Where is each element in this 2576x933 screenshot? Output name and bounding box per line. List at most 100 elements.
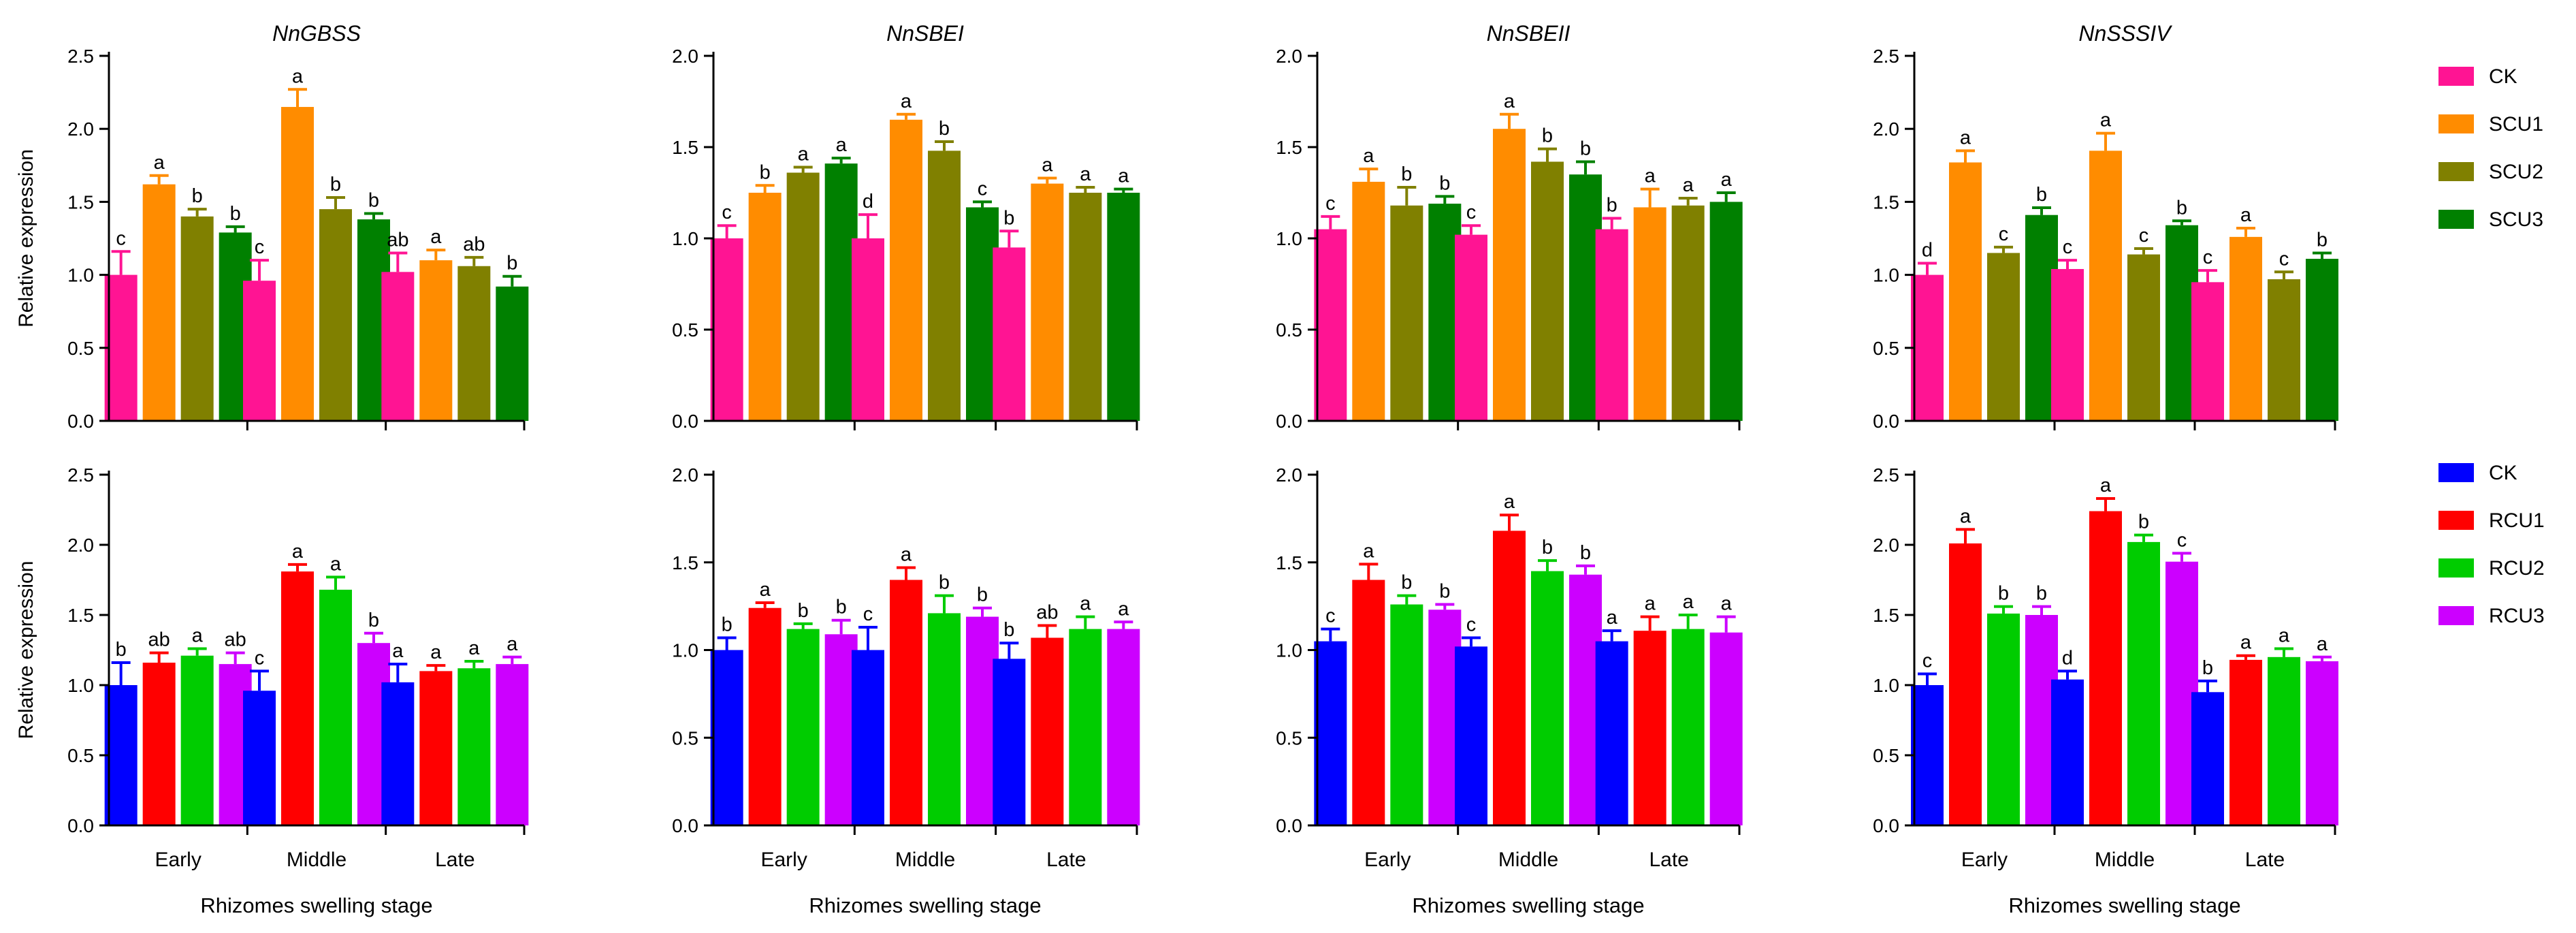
- y-tick-label: 1.5: [672, 137, 698, 158]
- x-tick-label: Middle: [1498, 849, 1558, 871]
- bar-rcu1-1: [281, 571, 314, 825]
- bar-scu2-2: [457, 266, 491, 421]
- x-tick-label: Early: [155, 849, 201, 871]
- y-tick-label: 2.0: [67, 535, 94, 556]
- significance-label: b: [1401, 163, 1412, 185]
- legend-label-scu3: SCU3: [2489, 208, 2543, 231]
- bar-scu2-0: [1390, 205, 1423, 421]
- bar-scu1-2: [1031, 183, 1064, 421]
- significance-label: ab: [148, 629, 170, 651]
- bar-rcu2-1: [319, 589, 352, 825]
- x-tick-label: Early: [1961, 849, 2008, 871]
- bar-rcu2-0: [1987, 613, 2020, 825]
- bar-ck-1: [243, 691, 276, 825]
- y-tick-label: 1.0: [672, 228, 698, 249]
- bar-scu2-1: [319, 209, 352, 421]
- significance-label: c: [1466, 202, 1477, 223]
- significance-label: a: [292, 541, 304, 563]
- legend-top: CK SCU1 SCU2 SCU3: [2438, 65, 2543, 231]
- legend-label-scu1: SCU1: [2489, 113, 2543, 136]
- significance-label: b: [2036, 184, 2047, 206]
- y-tick-label: 2.5: [1873, 464, 1899, 486]
- bar-ck-2: [1595, 641, 1628, 825]
- bar-scu2-1: [928, 151, 961, 422]
- bar-ck-0: [1911, 685, 1944, 825]
- bar-rcu3-2: [2306, 661, 2338, 825]
- y-tick-label: 1.5: [1873, 605, 1899, 626]
- bar-rcu1-1: [890, 580, 922, 825]
- significance-label: c: [2279, 248, 2289, 270]
- significance-label: a: [1721, 593, 1733, 615]
- x-tick-label: Late: [1046, 849, 1086, 871]
- y-tick-label: 1.5: [1873, 191, 1899, 212]
- y-tick-label: 2.0: [67, 118, 94, 140]
- significance-label: b: [939, 572, 950, 594]
- significance-label: b: [760, 161, 771, 183]
- legend-label-rcu2: RCU2: [2489, 557, 2545, 580]
- bar-scu2-2: [1069, 193, 1102, 421]
- significance-label: a: [901, 543, 912, 565]
- bar-ck-1: [1455, 646, 1487, 825]
- y-tick-label: 2.0: [1276, 464, 1302, 486]
- bar-scu1-1: [890, 119, 922, 422]
- y-tick-label: 1.5: [1276, 137, 1302, 158]
- chart-title: NnSBEI: [886, 21, 964, 46]
- bar-scu3-2: [1107, 193, 1140, 421]
- y-tick-label: 2.0: [1276, 46, 1302, 67]
- significance-label: a: [1960, 127, 1971, 148]
- significance-label: b: [1580, 542, 1591, 564]
- x-tick-label: Late: [2245, 849, 2285, 871]
- significance-label: b: [192, 185, 203, 207]
- y-tick-label: 1.0: [67, 265, 94, 286]
- bar-scu2-0: [1987, 253, 2020, 421]
- x-tick-label: Early: [760, 849, 807, 871]
- chart-panel-6: c a b b Early c a b b Middle a a a a Late 0.0 0.5 1.0 1.5 2…: [1276, 464, 1743, 917]
- y-tick-label: 0.5: [1873, 745, 1899, 766]
- x-tick-label: Late: [1649, 849, 1688, 871]
- y-tick-label: 2.5: [1873, 46, 1899, 67]
- significance-label: c: [863, 603, 873, 625]
- significance-label: c: [255, 236, 265, 258]
- bar-rcu2-2: [457, 668, 491, 825]
- y-tick-label: 0.5: [672, 727, 698, 748]
- bar-rcu1-0: [748, 607, 782, 825]
- significance-label: c: [1325, 193, 1336, 215]
- bar-ck-1: [2051, 269, 2084, 421]
- y-tick-label: 0.5: [1276, 319, 1302, 341]
- significance-label: a: [2240, 204, 2252, 226]
- bar-ck-1: [852, 238, 884, 421]
- significance-label: c: [1999, 223, 2009, 245]
- significance-label: b: [1439, 172, 1450, 194]
- significance-label: b: [2138, 511, 2149, 533]
- bar-scu1-1: [1493, 129, 1526, 421]
- legend-label-rcu1: RCU1: [2489, 509, 2545, 532]
- y-tick-label: 0.5: [1873, 338, 1899, 359]
- significance-label: d: [863, 191, 873, 212]
- bar-ck-0: [710, 238, 743, 421]
- y-tick-label: 1.0: [1873, 675, 1899, 696]
- significance-label: c: [116, 227, 126, 249]
- bar-rcu3-2: [496, 664, 529, 825]
- bar-scu2-1: [2127, 254, 2160, 421]
- bar-rcu1-2: [2229, 659, 2262, 825]
- y-tick-label: 0.5: [67, 745, 94, 766]
- significance-label: a: [192, 624, 204, 646]
- significance-label: a: [430, 226, 442, 248]
- y-tick-label: 0.0: [1873, 411, 1899, 432]
- bar-rcu2-0: [1390, 604, 1423, 825]
- significance-label: b: [2176, 197, 2187, 219]
- significance-label: b: [1580, 138, 1591, 159]
- y-tick-label: 0.0: [1276, 815, 1302, 836]
- significance-label: b: [836, 597, 847, 618]
- significance-label: b: [330, 174, 341, 195]
- bar-scu1-2: [1633, 207, 1667, 421]
- significance-label: a: [1721, 169, 1733, 191]
- chart-title: NnSSSIV: [2078, 21, 2172, 46]
- significance-label: a: [506, 633, 518, 655]
- y-tick-label: 0.5: [672, 319, 698, 341]
- significance-label: a: [1683, 591, 1694, 613]
- bar-ck-2: [2191, 692, 2224, 825]
- bar-rcu1-2: [419, 671, 453, 825]
- bar-rcu2-2: [2268, 657, 2300, 825]
